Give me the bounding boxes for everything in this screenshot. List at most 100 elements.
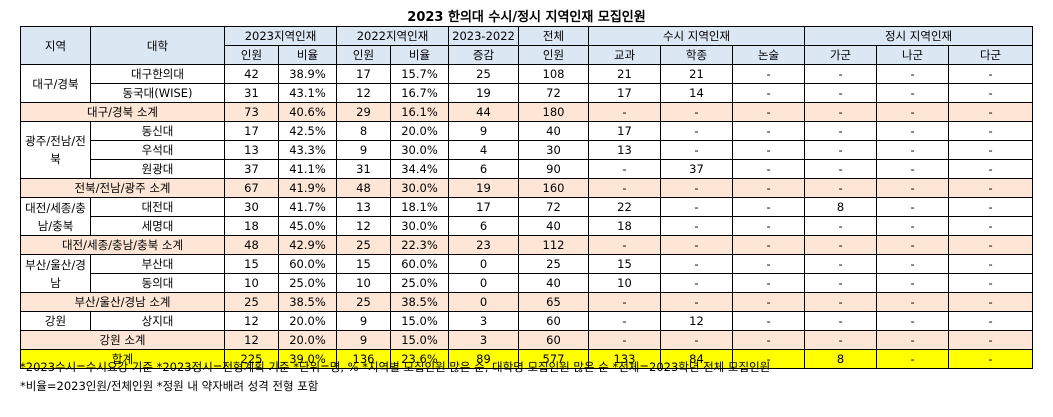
cell-diff: 23 [448,235,519,255]
cell-diff: 0 [448,273,519,293]
cell-r23: 42.9% [278,235,337,255]
cell-nonsul: - [731,178,806,198]
cell-diff: 19 [448,83,519,103]
table-row: 원광대 37 41.1% 31 34.4% 6 90-37- - - - [21,159,1034,179]
cell-r22: 30.0% [390,216,449,236]
footnotes: *2023수시=수시요강 기준 *2023정시=전형계획 기준 *단위=명, %… [20,358,770,396]
cell-r22: 25.0% [390,273,449,293]
header-total: 전체 [518,26,589,46]
cell-r23: 43.3% [278,140,337,160]
header-gyogwa: 교과 [588,45,661,65]
cell-c23: 48 [224,235,279,255]
cell-total: 180 [518,102,589,122]
cell-r22: 34.4% [390,159,449,179]
subtotal-row: 강원 소계 12 20.0% 9 15.0% 3 60- - - - - - [20,330,1034,350]
cell-hakjong: 14 [660,83,733,103]
cell-r23: 25.0% [278,273,337,293]
cell-da: - [948,64,1034,84]
university-cell: 동국대(WISE) [90,83,225,103]
cell-r23: 39.0% [278,349,337,369]
cell-c22: 25 [336,292,391,312]
cell-hakjong: - [660,102,733,122]
cell-da: - [948,121,1034,141]
cell-c23: 67 [224,178,279,198]
cell-na: - [876,140,950,160]
cell-da: - [948,311,1034,331]
cell-c22: 12 [336,216,391,236]
cell-r23: 20.0% [278,311,337,331]
cell-r22: 22.3% [390,235,449,255]
cell-diff: 0 [448,292,519,312]
cell-na: - [876,83,950,103]
table-row: 부산/울산/경남 부산대 15 60.0% 15 60.0% 0 25 15- - - - - [20,254,1034,293]
cell-r23: 41.7% [278,197,337,217]
university-cell: 동신대 [90,121,225,141]
cell-total: 60 [518,330,589,350]
cell-hakjong: - [660,197,733,217]
university-cell: 대구한의대 [90,64,225,84]
cell-diff: 4 [448,140,519,160]
cell-na: - [876,159,950,179]
cell-r23: 45.0% [278,216,337,236]
cell-gyogwa: - [588,311,661,331]
cell-c22: 13 [336,197,391,217]
subtotal-row: 대전/세종/충남/충북 소계 48 42.9% 25 22.3% 23 112- - - - - - [20,235,1034,255]
table-row: 동국대(WISE) 31 43.1% 12 16.7% 19 72 17 14- - - - [21,83,1034,103]
cell-nonsul: - [731,254,806,274]
cell-ga: - [804,292,878,312]
cell-r22: 20.0% [390,121,449,141]
cell-na: - [876,349,950,369]
cell-da: - [948,349,1034,369]
cell-ga: - [804,254,878,274]
cell-ga: - [804,178,878,198]
cell-total: 25 [518,254,589,274]
cell-nonsul: - [731,102,806,122]
cell-c22: 9 [336,140,391,160]
cell-hakjong: - [660,121,733,141]
cell-da: - [948,235,1034,255]
cell-diff: 6 [448,159,519,179]
cell-ga: - [804,102,878,122]
cell-hakjong: - [660,178,733,198]
cell-c22: 17 [336,64,391,84]
cell-r22: 15.0% [390,311,449,331]
total-label: 합계 [20,349,225,369]
cell-c22: 48 [336,178,391,198]
admissions-table: 지역 대학 2023지역인재 2022지역인재 2023-2022 전체 수시 … [20,26,1034,369]
cell-da: - [948,330,1034,350]
cell-ga: - [804,140,878,160]
cell-gyogwa: 133 [588,349,661,369]
cell-ga: 8 [804,197,878,217]
cell-hakjong: 21 [660,64,733,84]
cell-c23: 25 [224,292,279,312]
cell-diff: 44 [448,102,519,122]
cell-c23: 17 [224,121,279,141]
cell-diff: 17 [448,197,519,217]
header-2022-count: 인원 [336,45,391,65]
header-total-count: 인원 [518,45,589,65]
cell-hakjong: - [660,140,733,160]
table-row: 우석대 13 43.3% 9 30.0% 4 30 13- - - - - [21,140,1034,160]
cell-gyogwa: - [588,235,661,255]
cell-total: 72 [518,197,589,217]
university-cell: 대전대 [90,197,225,217]
cell-gyogwa: 13 [588,140,661,160]
cell-da: - [948,254,1034,274]
cell-nonsul: - [731,197,806,217]
cell-total: 40 [518,121,589,141]
cell-r23: 38.9% [278,64,337,84]
subtotal-label: 부산/울산/경남 소계 [20,292,225,312]
university-cell: 동의대 [90,273,225,293]
cell-na: - [876,197,950,217]
cell-nonsul: - [731,216,806,236]
cell-diff: 3 [448,311,519,331]
cell-c22: 9 [336,330,391,350]
subtotal-label: 강원 소계 [20,330,225,350]
cell-diff: 3 [448,330,519,350]
cell-r22: 38.5% [390,292,449,312]
cell-na: - [876,254,950,274]
header-region: 지역 [20,26,91,65]
cell-nonsul: - [731,64,806,84]
cell-nonsul: - [731,83,806,103]
footnote-line: *비율=2023인원/전체인원 *정원 내 약자배려 성격 전형 포함 [20,379,319,393]
